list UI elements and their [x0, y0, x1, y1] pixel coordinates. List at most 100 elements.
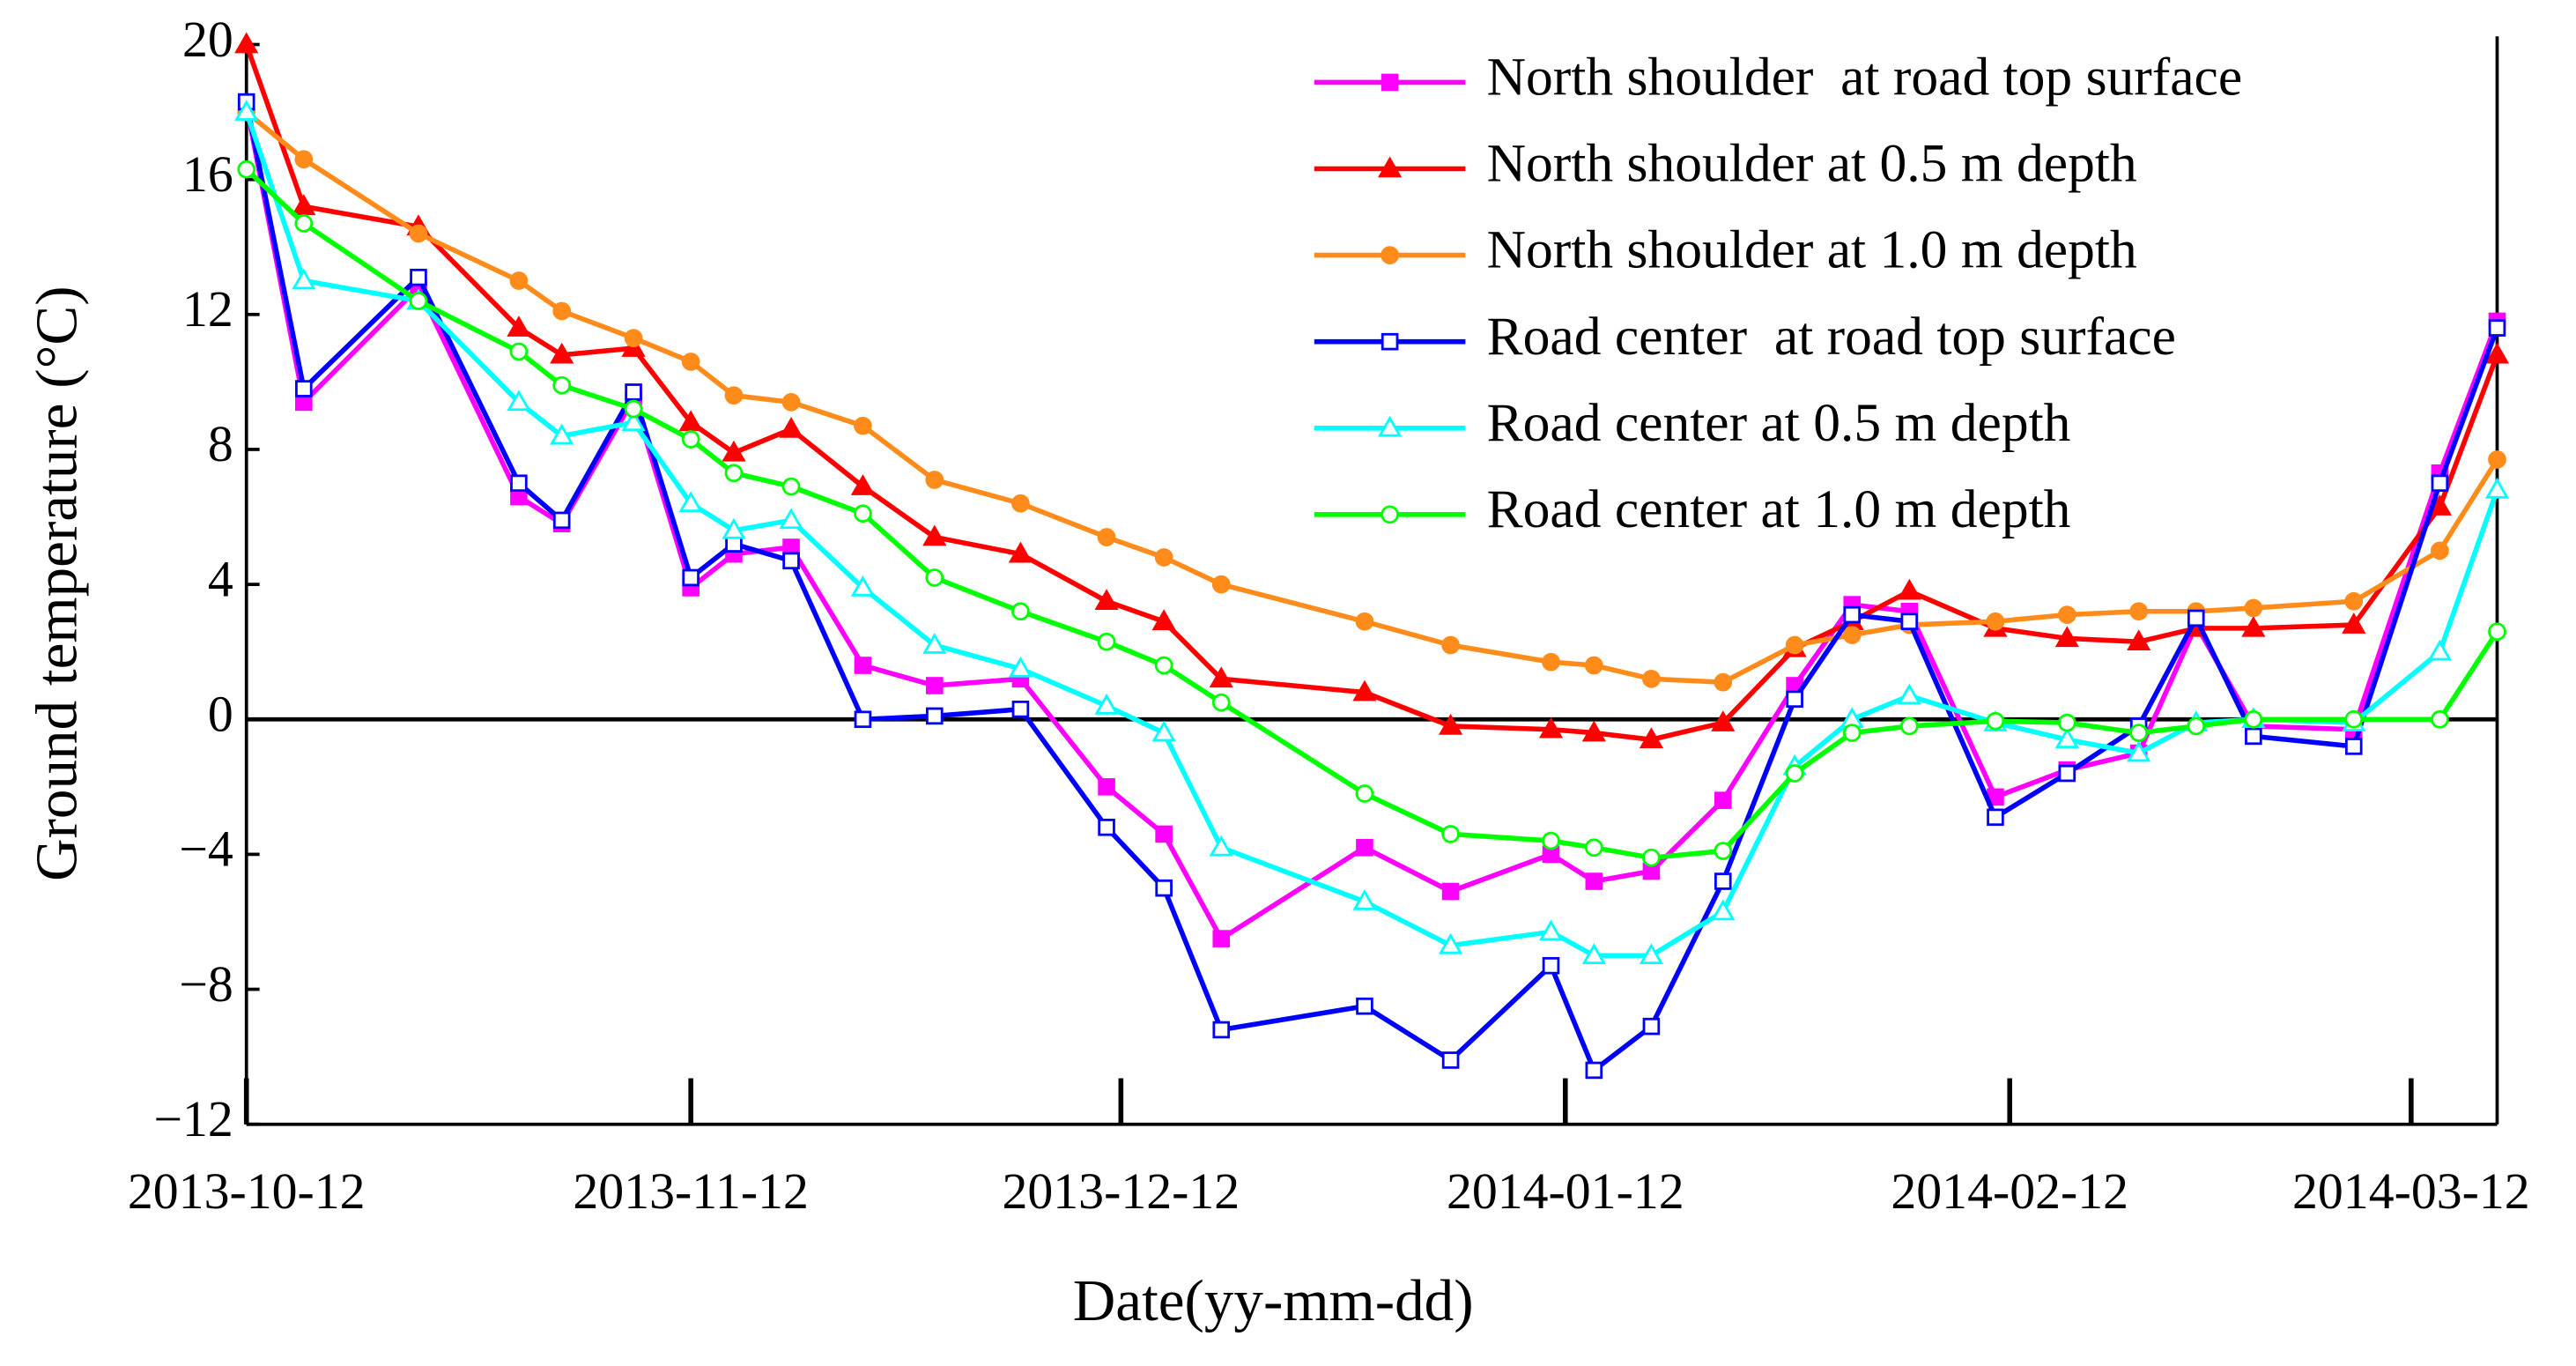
data-point [410, 268, 427, 286]
data-point [1642, 1017, 1661, 1036]
data-point [1581, 943, 1606, 965]
legend-marker [1381, 246, 1399, 264]
data-point [678, 491, 703, 513]
data-point [1441, 1051, 1460, 1069]
data-point [2127, 740, 2151, 762]
legend-marker [1378, 156, 1403, 178]
data-point [624, 399, 643, 419]
data-point [781, 477, 801, 496]
data-point [854, 416, 872, 435]
x-tick-label: 2013-11-12 [573, 1162, 809, 1220]
data-point [1154, 548, 1173, 567]
y-axis-title: Ground temperature (°C) [23, 286, 89, 880]
data-point [237, 160, 256, 179]
data-point [550, 342, 574, 364]
data-point [781, 393, 801, 412]
data-point [1097, 632, 1116, 651]
legend-label: Road center at 1.0 m depth [1487, 479, 2071, 539]
data-point [2127, 629, 2151, 650]
data-point [2431, 474, 2449, 493]
data-point [1542, 652, 1560, 672]
data-point [1011, 602, 1030, 621]
legend-label: Road center at road top surface [1487, 307, 2176, 367]
data-point [722, 440, 746, 462]
data-point [509, 271, 529, 290]
data-point [1714, 672, 1733, 692]
data-point [925, 568, 944, 587]
data-point [1842, 724, 1862, 742]
data-point [1714, 842, 1733, 860]
data-point [922, 633, 947, 654]
data-point [294, 150, 314, 169]
data-point [1209, 666, 1233, 688]
data-point [854, 657, 872, 674]
data-point [681, 430, 700, 449]
data-point [926, 707, 944, 725]
data-point [624, 329, 643, 347]
data-point [2187, 609, 2205, 627]
data-point [621, 410, 646, 432]
series-line [244, 111, 2500, 959]
y-tick-label: 16 [182, 145, 233, 203]
data-point [1585, 1061, 1603, 1080]
data-point [1155, 825, 1173, 843]
data-point [1584, 656, 1603, 675]
data-point [2129, 602, 2149, 621]
data-point [292, 268, 316, 290]
data-point [1352, 679, 1377, 702]
data-point [779, 416, 803, 438]
data-point [854, 710, 872, 729]
data-point [2057, 605, 2076, 624]
data-point [2187, 716, 2206, 736]
y-tick-label: 20 [182, 11, 233, 68]
data-point [782, 552, 800, 570]
data-point [1211, 693, 1231, 712]
data-point [2344, 591, 2364, 611]
data-point [2241, 615, 2266, 637]
data-point [409, 224, 428, 243]
data-point [2431, 541, 2449, 561]
data-point [1441, 882, 1460, 901]
data-point [552, 301, 572, 321]
data-point [1538, 919, 1564, 941]
data-point [2244, 598, 2263, 618]
data-point [1151, 609, 1176, 631]
data-point [1209, 835, 1233, 857]
series-line [244, 43, 2500, 743]
data-point [722, 517, 746, 539]
data-point [2344, 738, 2363, 755]
data-point [724, 386, 744, 405]
data-point [507, 390, 531, 412]
series-line [243, 104, 2500, 943]
data-point [1785, 764, 1804, 783]
data-point [1538, 716, 1564, 739]
data-point [1211, 575, 1231, 594]
legend-label: North shoulder at 0.5 m depth [1487, 134, 2137, 194]
legend-label: North shoulder at 1.0 m depth [1487, 220, 2137, 280]
data-point [2129, 724, 2149, 742]
data-point [1639, 943, 1664, 965]
data-point [2244, 709, 2263, 729]
data-point [1212, 930, 1231, 947]
data-point [1355, 784, 1374, 803]
data-point [234, 100, 259, 121]
data-point [1098, 778, 1115, 796]
data-point [1441, 635, 1460, 655]
series-line [244, 167, 2499, 861]
x-tick-label: 2014-03-12 [2292, 1162, 2530, 1220]
data-point [678, 410, 703, 432]
data-point [1542, 956, 1560, 975]
data-point [2488, 622, 2506, 642]
data-point [1711, 710, 1736, 731]
data-point [552, 375, 572, 395]
data-point [1356, 997, 1373, 1015]
y-tick-label: 12 [182, 280, 233, 338]
legend-label: North shoulder at road top surface [1487, 48, 2243, 108]
data-point [2344, 709, 2364, 729]
data-point [1785, 635, 1804, 655]
data-point [1008, 656, 1033, 678]
data-point [552, 511, 571, 530]
data-point [1441, 825, 1460, 843]
data-point [1899, 716, 1919, 736]
x-tick-label: 2014-02-12 [1891, 1162, 2128, 1220]
